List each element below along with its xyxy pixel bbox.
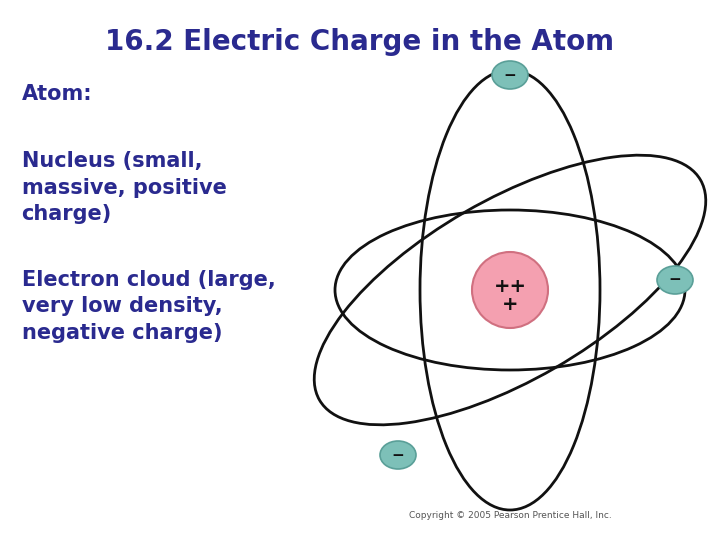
Ellipse shape xyxy=(472,252,548,328)
Ellipse shape xyxy=(492,61,528,89)
Text: Electron cloud (large,
very low density,
negative charge): Electron cloud (large, very low density,… xyxy=(22,270,275,343)
Text: ++: ++ xyxy=(493,278,526,296)
Ellipse shape xyxy=(380,441,416,469)
Text: −: − xyxy=(669,273,681,287)
Text: 16.2 Electric Charge in the Atom: 16.2 Electric Charge in the Atom xyxy=(105,28,615,56)
Text: −: − xyxy=(392,448,405,462)
Text: Atom:: Atom: xyxy=(22,84,92,104)
Ellipse shape xyxy=(657,266,693,294)
Text: Copyright © 2005 Pearson Prentice Hall, Inc.: Copyright © 2005 Pearson Prentice Hall, … xyxy=(409,511,611,520)
Text: −: − xyxy=(503,68,516,83)
Text: Nucleus (small,
massive, positive
charge): Nucleus (small, massive, positive charge… xyxy=(22,151,227,224)
Text: +: + xyxy=(502,294,518,314)
